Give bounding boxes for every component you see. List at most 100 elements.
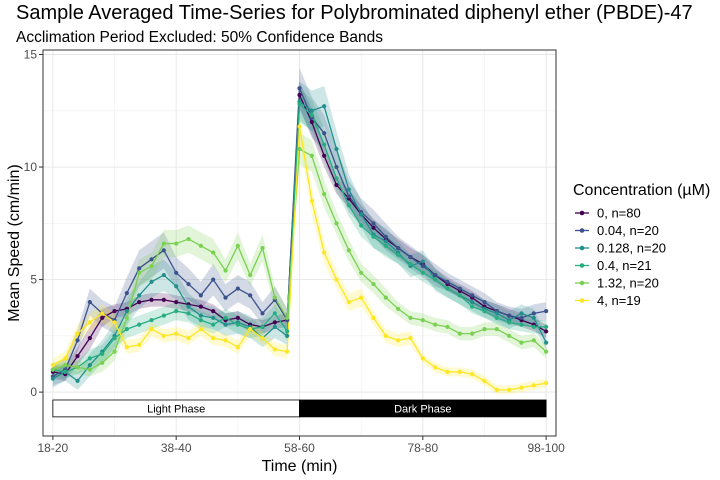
data-point bbox=[519, 311, 524, 316]
data-point bbox=[359, 295, 364, 300]
chart-title: Sample Averaged Time-Series for Polybrom… bbox=[16, 2, 693, 24]
legend-item: 0.128, n=20 bbox=[575, 241, 666, 256]
data-point bbox=[408, 335, 413, 341]
data-point bbox=[371, 234, 376, 239]
data-point bbox=[322, 142, 327, 147]
data-point bbox=[149, 279, 154, 284]
data-point bbox=[87, 356, 92, 361]
data-point bbox=[112, 320, 117, 325]
data-point bbox=[494, 326, 499, 332]
data-point bbox=[420, 259, 425, 264]
data-point bbox=[433, 365, 438, 370]
data-point bbox=[112, 335, 117, 341]
data-point bbox=[137, 322, 142, 327]
data-point bbox=[334, 277, 339, 282]
data-point bbox=[420, 356, 425, 361]
x-axis-title: Time (min) bbox=[262, 458, 338, 475]
data-point bbox=[198, 317, 203, 323]
data-point bbox=[223, 295, 228, 300]
data-point bbox=[161, 333, 166, 338]
data-point bbox=[100, 315, 105, 320]
legend-label: 0.04, n=20 bbox=[597, 223, 659, 238]
data-point bbox=[445, 286, 450, 291]
data-point bbox=[371, 225, 376, 230]
data-point bbox=[408, 261, 413, 266]
confidence-bands bbox=[52, 68, 547, 395]
y-tick-label: 5 bbox=[30, 273, 37, 287]
data-point bbox=[408, 315, 413, 320]
data-point bbox=[457, 369, 462, 374]
data-point bbox=[470, 372, 475, 377]
data-point bbox=[507, 333, 512, 338]
data-point bbox=[137, 299, 142, 305]
data-point bbox=[359, 212, 364, 217]
data-point bbox=[408, 254, 413, 260]
data-point bbox=[248, 326, 253, 332]
legend-key-point bbox=[579, 228, 585, 233]
data-point bbox=[470, 331, 475, 336]
data-point bbox=[531, 315, 536, 320]
data-point bbox=[544, 349, 549, 354]
data-point bbox=[186, 281, 191, 287]
data-point bbox=[334, 146, 339, 152]
data-point bbox=[87, 335, 92, 341]
data-point bbox=[531, 383, 536, 388]
data-point bbox=[235, 344, 240, 350]
data-point bbox=[420, 317, 425, 323]
data-point bbox=[383, 243, 388, 248]
data-point bbox=[198, 326, 203, 332]
data-point bbox=[248, 272, 253, 278]
data-point bbox=[396, 338, 401, 343]
confidence-band bbox=[52, 81, 547, 390]
data-point bbox=[272, 347, 277, 352]
data-point bbox=[470, 299, 475, 305]
data-point bbox=[346, 194, 351, 199]
legend-key-point bbox=[579, 263, 585, 268]
data-point bbox=[457, 331, 462, 336]
data-point bbox=[100, 311, 105, 316]
data-point bbox=[309, 113, 314, 118]
data-point bbox=[235, 243, 240, 248]
data-point bbox=[346, 203, 351, 208]
data-point bbox=[482, 378, 487, 383]
data-point bbox=[507, 313, 512, 318]
data-point bbox=[309, 198, 314, 203]
data-point bbox=[63, 356, 68, 361]
data-point bbox=[124, 344, 129, 350]
data-point bbox=[383, 239, 388, 244]
data-point bbox=[297, 86, 302, 91]
data-point bbox=[507, 387, 512, 392]
phase-label: Light Phase bbox=[147, 403, 205, 415]
data-point bbox=[322, 104, 327, 109]
data-point bbox=[457, 293, 462, 298]
data-point bbox=[371, 221, 376, 226]
data-point bbox=[50, 363, 55, 368]
data-point bbox=[260, 324, 265, 329]
data-point bbox=[494, 311, 499, 316]
data-point bbox=[223, 322, 228, 327]
data-point bbox=[346, 187, 351, 192]
data-point bbox=[211, 322, 216, 327]
data-point bbox=[161, 297, 166, 302]
data-point bbox=[211, 308, 216, 314]
data-point bbox=[161, 241, 166, 246]
legend-title: Concentration (µM) bbox=[573, 182, 710, 199]
data-point bbox=[186, 311, 191, 316]
x-tick-label: 58-60 bbox=[284, 441, 315, 455]
legend-label: 0.4, n=21 bbox=[597, 258, 652, 273]
data-point bbox=[50, 367, 55, 372]
data-point bbox=[137, 293, 142, 298]
legend-label: 1.32, n=20 bbox=[597, 276, 659, 291]
data-point bbox=[149, 263, 154, 269]
legend-label: 0.128, n=20 bbox=[597, 241, 666, 256]
data-point bbox=[137, 270, 142, 275]
data-point bbox=[383, 295, 388, 300]
data-point bbox=[544, 308, 549, 314]
data-point bbox=[75, 353, 80, 359]
legend-items: 0, n=80 0.04, n=20 0.128, n=20 0.4, n=21 1.3… bbox=[575, 206, 666, 308]
data-point bbox=[482, 299, 487, 305]
data-point bbox=[457, 286, 462, 291]
data-point bbox=[174, 270, 179, 275]
legend-item: 0, n=80 bbox=[575, 206, 641, 221]
